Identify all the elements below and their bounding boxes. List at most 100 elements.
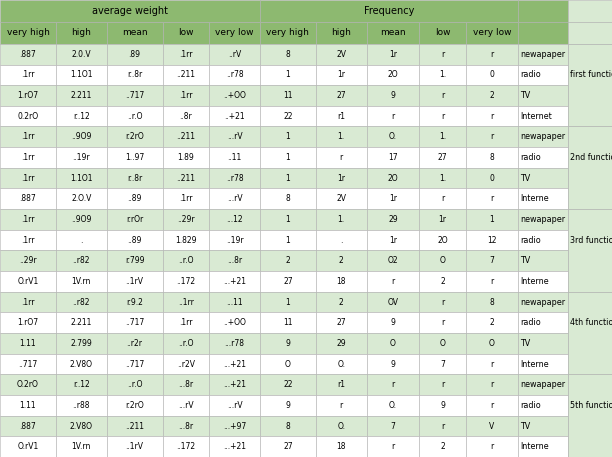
Text: low: low — [178, 28, 193, 37]
Text: 2.V8O: 2.V8O — [70, 421, 93, 430]
Text: 29: 29 — [388, 215, 398, 224]
Bar — [0, 22, 56, 44]
Bar — [466, 395, 518, 416]
Text: 7: 7 — [440, 360, 445, 368]
Bar — [518, 250, 568, 271]
Bar — [367, 292, 419, 313]
Bar — [163, 292, 209, 313]
Bar — [568, 436, 612, 457]
Bar — [56, 44, 106, 64]
Bar — [419, 22, 466, 44]
Text: ...+97: ...+97 — [223, 421, 246, 430]
Bar — [56, 354, 106, 374]
Bar — [367, 147, 419, 168]
Bar — [367, 416, 419, 436]
Text: 2O: 2O — [387, 174, 398, 183]
Bar — [518, 0, 568, 22]
Text: Interne: Interne — [520, 194, 549, 203]
Bar — [209, 354, 260, 374]
Bar — [260, 313, 316, 333]
Bar — [367, 230, 419, 250]
Bar — [106, 44, 163, 64]
Bar — [260, 44, 316, 64]
Text: 1.829: 1.829 — [175, 236, 196, 244]
Text: V: V — [489, 421, 494, 430]
Bar — [568, 147, 612, 168]
Text: 1.: 1. — [338, 215, 345, 224]
Text: Internet: Internet — [520, 112, 552, 121]
Bar — [568, 127, 612, 147]
Text: r: r — [441, 91, 444, 100]
Text: .89: .89 — [129, 50, 141, 58]
Text: Interne: Interne — [520, 360, 549, 368]
Bar — [260, 85, 316, 106]
Bar — [163, 106, 209, 127]
Bar — [316, 354, 367, 374]
Text: 27: 27 — [438, 153, 447, 162]
Text: .1rr: .1rr — [179, 318, 193, 327]
Bar — [518, 333, 568, 354]
Bar — [518, 188, 568, 209]
Text: r..8r: r..8r — [127, 70, 142, 80]
Text: .1rr: .1rr — [21, 70, 35, 80]
Bar — [518, 230, 568, 250]
Bar — [419, 250, 466, 271]
Text: 29: 29 — [337, 339, 346, 348]
Text: r: r — [441, 112, 444, 121]
Text: r..12: r..12 — [73, 112, 90, 121]
Bar — [0, 416, 56, 436]
Bar — [568, 374, 612, 395]
Bar — [0, 436, 56, 457]
Text: r: r — [340, 153, 343, 162]
Text: TV: TV — [520, 91, 531, 100]
Text: 1.rO7: 1.rO7 — [17, 91, 39, 100]
Text: r: r — [441, 380, 444, 389]
Bar — [260, 127, 316, 147]
Bar — [568, 209, 612, 230]
Text: 18: 18 — [337, 442, 346, 451]
Text: 1: 1 — [285, 153, 290, 162]
Bar — [518, 168, 568, 188]
Bar — [367, 85, 419, 106]
Bar — [568, 354, 612, 374]
Text: ..717: ..717 — [125, 360, 144, 368]
Bar — [209, 250, 260, 271]
Bar — [367, 436, 419, 457]
Text: .1rr: .1rr — [179, 50, 193, 58]
Text: ..211: ..211 — [176, 133, 195, 141]
Text: 1.: 1. — [439, 174, 446, 183]
Text: ..717: ..717 — [125, 318, 144, 327]
Bar — [367, 395, 419, 416]
Bar — [163, 250, 209, 271]
Text: 1.: 1. — [338, 133, 345, 141]
Text: 2: 2 — [339, 256, 343, 265]
Bar — [56, 147, 106, 168]
Bar — [56, 230, 106, 250]
Bar — [56, 106, 106, 127]
Text: r: r — [490, 50, 493, 58]
Text: 22: 22 — [283, 112, 293, 121]
Text: 9: 9 — [440, 401, 445, 410]
Bar — [163, 436, 209, 457]
Bar — [466, 209, 518, 230]
Bar — [316, 436, 367, 457]
Text: newapaper: newapaper — [520, 298, 565, 307]
Bar — [260, 106, 316, 127]
Bar — [466, 188, 518, 209]
Bar — [419, 374, 466, 395]
Text: ..8r: ..8r — [179, 112, 192, 121]
Text: ..19r: ..19r — [72, 153, 90, 162]
Text: r: r — [391, 112, 395, 121]
Text: 1.: 1. — [439, 133, 446, 141]
Bar — [0, 333, 56, 354]
Bar — [163, 127, 209, 147]
Text: .: . — [80, 236, 83, 244]
Text: ...rV: ...rV — [178, 401, 193, 410]
Bar — [56, 85, 106, 106]
Text: r1: r1 — [337, 380, 345, 389]
Text: ..r82: ..r82 — [73, 256, 90, 265]
Text: TV: TV — [520, 339, 531, 348]
Bar — [316, 147, 367, 168]
Bar — [209, 106, 260, 127]
Bar — [316, 188, 367, 209]
